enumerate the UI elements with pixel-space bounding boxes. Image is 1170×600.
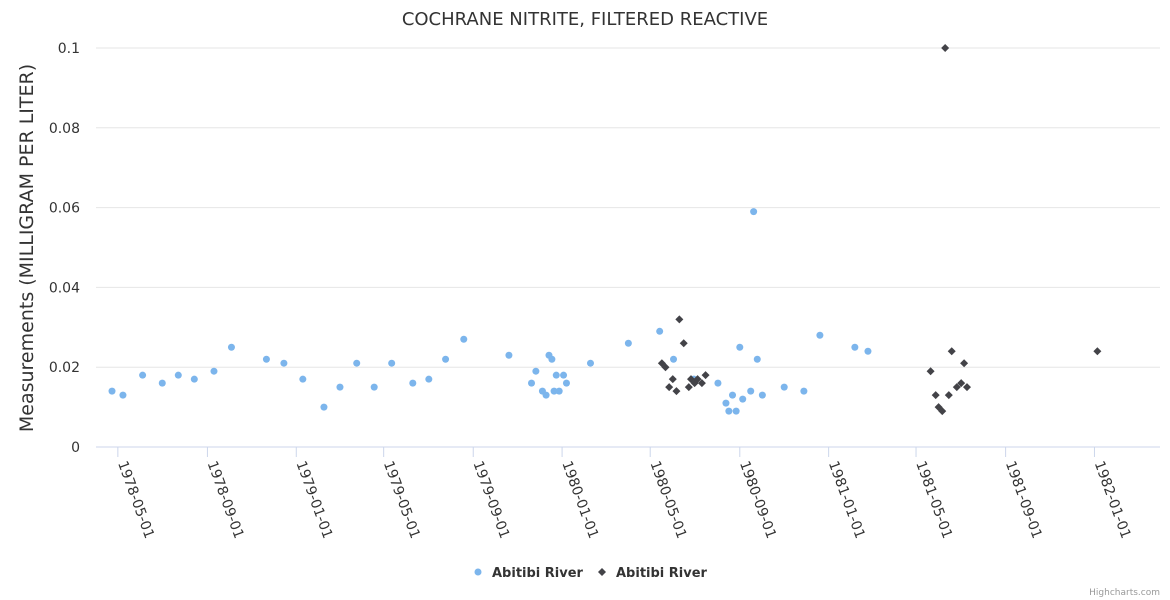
data-point-circle[interactable] [460,335,468,343]
data-point-circle[interactable] [190,375,198,383]
data-point-circle[interactable] [714,379,722,387]
data-point-circle[interactable] [336,383,344,391]
legend: Abitibi River Abitibi River [474,566,708,581]
data-point-circle[interactable] [747,387,755,395]
data-point-circle[interactable] [139,371,147,379]
data-point-circle[interactable] [210,367,218,375]
data-point-diamond[interactable] [947,347,956,356]
data-point-circle[interactable] [174,371,182,379]
data-point-diamond[interactable] [693,375,702,384]
credits[interactable]: Highcharts.com [1089,588,1160,598]
data-point-circle[interactable] [532,367,540,375]
data-point-diamond[interactable] [941,44,950,52]
data-point-diamond[interactable] [1093,347,1102,356]
legend-item-0[interactable]: Abitibi River [474,566,584,581]
data-point-circle[interactable] [555,387,563,395]
data-point-circle[interactable] [262,355,270,363]
data-point-diamond[interactable] [944,391,953,400]
series-diamond-points [657,44,1102,416]
y-tick-label: 0.08 [49,121,80,137]
data-point-circle[interactable] [388,359,396,367]
legend-label-1: Abitibi River [616,566,708,581]
data-point-circle[interactable] [542,391,550,399]
legend-label-0: Abitibi River [492,566,584,581]
data-point-circle[interactable] [736,343,744,351]
data-point-circle[interactable] [370,383,378,391]
data-point-circle[interactable] [750,208,758,216]
data-point-circle[interactable] [550,387,558,395]
data-point-circle[interactable] [280,359,288,367]
data-point-circle[interactable] [442,355,450,363]
data-point-diamond[interactable] [661,363,670,372]
data-point-diamond[interactable] [684,383,693,392]
y-tick-label: 0.1 [58,41,80,57]
data-point-circle[interactable] [722,399,730,407]
y-tick-label: 0 [71,440,80,456]
legend-circle-marker [474,568,482,576]
data-point-diamond[interactable] [672,387,681,396]
data-point-circle[interactable] [816,331,824,339]
data-point-diamond[interactable] [960,359,969,368]
data-point-circle[interactable] [299,375,307,383]
data-point-circle[interactable] [780,383,788,391]
data-point-circle[interactable] [624,339,632,347]
data-point-diamond[interactable] [963,383,972,392]
grid-lines [96,47,1160,368]
data-point-circle[interactable] [725,407,733,415]
data-point-circle[interactable] [409,379,417,387]
data-point-circle[interactable] [528,379,536,387]
chart-title: COCHRANE NITRITE, FILTERED REACTIVE [402,9,768,30]
data-point-circle[interactable] [739,395,747,403]
data-point-circle[interactable] [158,379,166,387]
y-tick-label: 0.02 [49,360,80,376]
data-point-circle[interactable] [552,371,560,379]
data-point-circle[interactable] [670,355,678,363]
data-point-diamond[interactable] [952,383,961,392]
data-point-circle[interactable] [320,403,328,411]
data-point-circle[interactable] [425,375,433,383]
data-point-circle[interactable] [800,387,808,395]
data-point-diamond[interactable] [926,367,935,376]
data-point-circle[interactable] [227,343,235,351]
legend-diamond-marker [598,568,606,576]
data-point-diamond[interactable] [938,407,947,416]
legend-item-1[interactable]: Abitibi River [598,566,708,581]
series-circle-points [108,208,872,415]
data-point-circle[interactable] [753,355,761,363]
y-axis-ticks: 0 0.02 0.04 0.06 0.08 0.1 [49,41,80,456]
data-point-circle[interactable] [560,371,568,379]
data-point-circle[interactable] [851,343,859,351]
data-point-circle[interactable] [729,391,737,399]
data-point-circle[interactable] [656,327,664,335]
data-point-diamond[interactable] [701,371,710,380]
data-point-circle[interactable] [119,391,127,399]
y-tick-label: 0.06 [49,201,80,217]
data-point-circle[interactable] [864,347,872,355]
data-point-diamond[interactable] [931,391,940,400]
data-point-diamond[interactable] [957,379,966,388]
data-point-circle[interactable] [562,379,570,387]
y-tick-label: 0.04 [49,280,80,296]
data-point-circle[interactable] [505,351,513,359]
data-point-circle[interactable] [586,359,594,367]
data-point-circle[interactable] [732,407,740,415]
data-point-circle[interactable] [548,355,556,363]
data-point-diamond[interactable] [668,375,677,384]
data-point-diamond[interactable] [697,379,706,388]
data-point-diamond[interactable] [675,315,684,324]
y-axis-label: Measurements (MILLIGRAM PER LITER) [16,64,38,432]
data-point-diamond[interactable] [679,339,688,348]
data-point-circle[interactable] [353,359,361,367]
data-point-circle[interactable] [108,387,116,395]
data-point-diamond[interactable] [665,383,674,392]
data-point-circle[interactable] [758,391,766,399]
